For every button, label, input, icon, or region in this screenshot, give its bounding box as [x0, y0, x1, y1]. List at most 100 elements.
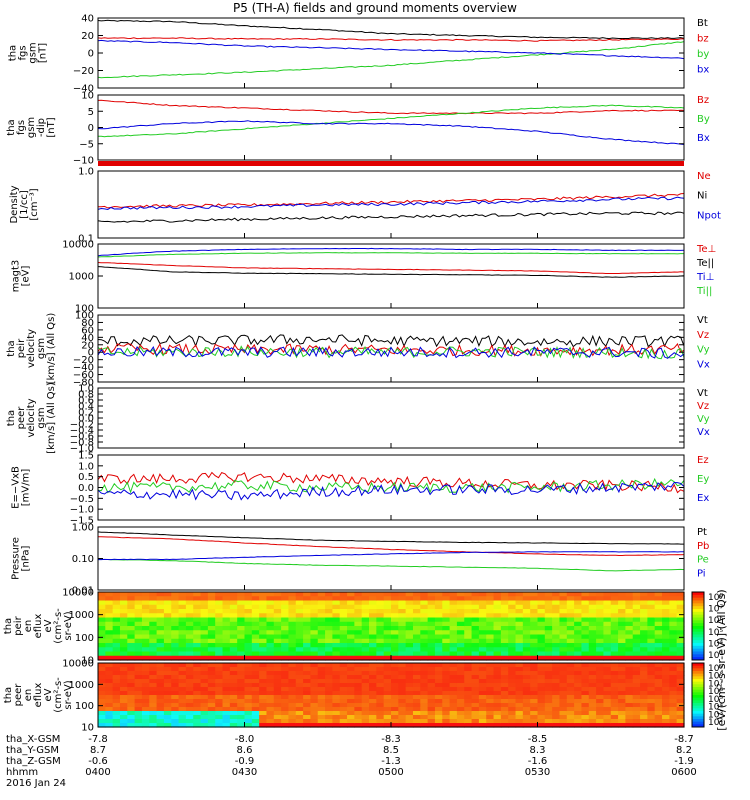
spectrogram-cell [391, 711, 399, 716]
legend-Npot: Npot [697, 210, 721, 221]
spectrogram-cell [325, 671, 333, 676]
spectrogram-cell [98, 715, 106, 720]
spectrogram-cell [500, 679, 509, 684]
spectrogram-cell [200, 711, 209, 716]
spectrogram-cell [185, 683, 194, 688]
spectrogram-cell [669, 719, 678, 724]
spectrogram-cell [215, 592, 224, 597]
spectrogram-cell [369, 634, 377, 640]
spectrogram-cell [603, 609, 612, 614]
spectrogram-cell [237, 638, 246, 644]
spectrogram-cell [383, 679, 392, 684]
spectrogram-cell [281, 634, 290, 640]
spectrogram-cell [434, 592, 443, 597]
spectrogram-cell [530, 643, 539, 648]
spectrogram-cell [662, 679, 670, 684]
spectrogram-cell [493, 663, 502, 668]
spectrogram-cell [625, 691, 634, 696]
y-axis-label: eflux [33, 614, 44, 639]
spectrogram-cell [281, 604, 290, 610]
spectrogram-cell [640, 634, 648, 640]
spectrogram-cell [449, 630, 458, 636]
spectrogram-cell [522, 634, 531, 640]
spectrogram-cell [610, 617, 619, 623]
spectrogram-cell [347, 663, 355, 668]
spectrogram-cell [259, 667, 268, 672]
spectrogram-cell [412, 667, 421, 672]
spectrogram-cell [149, 687, 158, 692]
spectrogram-cell [361, 643, 370, 648]
spectrogram-cell [581, 699, 590, 704]
y-axis-label: en [23, 689, 34, 702]
y-tick-label: −5 [79, 139, 94, 150]
spectrogram-cell [581, 687, 590, 692]
spectrogram-cell [544, 634, 553, 640]
spectrogram-cell [632, 663, 641, 668]
spectrogram-cell [273, 691, 282, 696]
spectrogram-cell [522, 707, 531, 712]
spectrogram-cell [156, 675, 165, 680]
spectrogram-cell [383, 609, 392, 614]
spectrogram-cell [427, 687, 436, 692]
colorbar-segment [692, 681, 704, 685]
spectrogram-cell [178, 675, 187, 680]
spectrogram-cell [171, 699, 180, 704]
spectrogram-cell [251, 647, 260, 653]
spectrogram-cell [215, 675, 224, 680]
spectrogram-cell [603, 719, 612, 724]
spectrogram-cell [237, 723, 246, 728]
spectrogram-cell [347, 626, 355, 631]
spectrogram-cell [193, 687, 202, 692]
spectrogram-cell [339, 723, 348, 728]
spectrogram-cell [325, 651, 333, 657]
spectrogram-cell [412, 643, 421, 648]
spectrogram-cell [420, 617, 429, 623]
spectrogram-cell [427, 643, 436, 648]
spectrogram-cell [566, 592, 575, 597]
spectrogram-cell [347, 655, 355, 661]
spectrogram-cell [662, 626, 670, 631]
spectrogram-cell [178, 617, 187, 623]
spectrogram-cell [669, 638, 678, 644]
spectrogram-cell [141, 687, 150, 692]
spectrogram-cell [391, 691, 399, 696]
spectrogram-cell [456, 663, 465, 668]
spectrogram-cell [632, 638, 641, 644]
spectrogram-cell [508, 715, 517, 720]
spectrogram-cell [295, 655, 304, 661]
spectrogram-cell [427, 634, 436, 640]
spectrogram-cell [339, 711, 348, 716]
spectrogram-cell [500, 638, 509, 644]
spectrogram-cell [244, 621, 253, 627]
spectrogram-cell [163, 671, 172, 676]
spectrogram-cell [237, 715, 246, 720]
spectrogram-cell [596, 600, 605, 606]
spectrogram-cell [405, 719, 414, 724]
spectrogram-cell [325, 687, 333, 692]
spectrogram-cell [112, 679, 121, 684]
spectrogram-cell [222, 596, 231, 602]
spectrogram-cell [552, 699, 561, 704]
spectrogram-cell [332, 715, 341, 720]
spectrogram-cell [676, 687, 685, 692]
spectrogram-cell [215, 626, 224, 631]
spectrogram-cell [398, 651, 407, 657]
spectrogram-cell [610, 707, 619, 712]
spectrogram-cell [654, 695, 663, 700]
spectrogram-cell [566, 695, 575, 700]
spectrogram-cell [420, 723, 429, 728]
spectrogram-cell [383, 604, 392, 610]
spectrogram-cell [317, 600, 326, 606]
colorbar-segment [692, 657, 704, 661]
spectrogram-cell [141, 613, 150, 619]
spectrogram-cell [266, 719, 275, 724]
colorbar-frame [691, 662, 705, 728]
spectrogram-cell [654, 655, 663, 661]
spectrogram-cell [354, 671, 363, 676]
spectrogram-cell [398, 687, 407, 692]
spectrogram-cell [420, 667, 429, 672]
spectrogram-cell [193, 683, 202, 688]
spectrogram-cell [376, 723, 385, 728]
spectrogram-cell [273, 626, 282, 631]
spectrogram-cell [544, 609, 553, 614]
